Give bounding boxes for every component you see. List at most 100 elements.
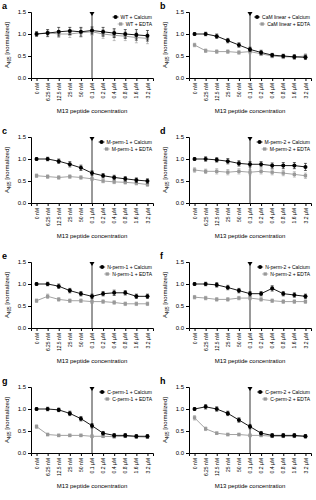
data-point xyxy=(35,32,39,36)
data-point xyxy=(112,31,116,35)
x-tick: 0 nM xyxy=(192,203,198,219)
y-tick-mark xyxy=(28,453,31,454)
data-point xyxy=(237,43,241,47)
x-tick-mark xyxy=(37,203,38,206)
data-point xyxy=(226,159,230,163)
x-axis-title: M13 peptide concentration xyxy=(57,233,128,239)
x-tick-mark xyxy=(103,453,104,456)
marks xyxy=(35,27,150,44)
error-bar xyxy=(46,282,49,286)
series-line xyxy=(195,34,306,57)
x-tick-mark xyxy=(261,78,262,81)
x-tick: 6.25 nM xyxy=(203,453,209,476)
x-tick-mark xyxy=(125,453,126,456)
y-tick-mark xyxy=(186,137,189,138)
figure: a0.00.51.01.50 nM6.25 nM12.5 nM25 nM50 n… xyxy=(0,0,316,500)
data-point xyxy=(237,161,241,165)
x-tick-label: 0.4 µM xyxy=(269,83,275,98)
y-tick-label: 1.0 xyxy=(176,406,185,412)
y-tick-mark xyxy=(186,203,189,204)
x-tick: 0.8 µM xyxy=(122,453,128,473)
x-tick: 12.5 nM xyxy=(56,453,62,476)
x-tick-label: 1.6 µM xyxy=(291,208,297,223)
error-bar xyxy=(46,157,49,161)
x-tick-label: 0.4 µM xyxy=(111,458,117,473)
data-point xyxy=(193,407,197,411)
x-tick-label: 0 nM xyxy=(192,83,198,94)
marks xyxy=(193,405,308,439)
error-bar xyxy=(304,435,307,439)
error-bar xyxy=(57,408,60,412)
error-bar xyxy=(146,302,149,306)
data-point xyxy=(215,158,219,162)
x-tick-mark xyxy=(195,453,196,456)
y-tick-label: 0.0 xyxy=(176,200,185,206)
error-bar xyxy=(68,288,71,292)
x-tick: 50 nM xyxy=(236,203,242,222)
error-bar xyxy=(226,411,229,415)
x-tick-label: 3.2 µM xyxy=(303,83,309,98)
y-axis: 0.00.51.01.5 xyxy=(18,259,32,331)
error-bar xyxy=(215,432,218,435)
x-axis-title: M13 peptide concentration xyxy=(215,233,286,239)
data-point xyxy=(113,301,116,304)
x-tick-mark xyxy=(261,328,262,331)
x-tick-label: 1.6 µM xyxy=(133,83,139,98)
error-bar xyxy=(249,296,252,300)
data-point xyxy=(101,300,104,303)
x-tick-label: 3.2 µM xyxy=(145,83,151,98)
legend-label: M-perm-2 + Calcium xyxy=(265,139,310,145)
y-axis-line xyxy=(186,138,190,204)
x-tick-mark xyxy=(70,203,71,206)
error-bar xyxy=(226,159,229,164)
y-tick: 0.5 xyxy=(18,428,31,434)
plot: 0.00.51.01.50 nM6.25 nM12.5 nM25 nM50 nM… xyxy=(176,259,312,351)
error-bar xyxy=(204,169,207,173)
x-tick-mark xyxy=(294,203,295,206)
data-point xyxy=(270,433,274,437)
x-tick-label: 50 nM xyxy=(78,458,84,472)
x-axis-title: M13 peptide concentration xyxy=(215,108,286,114)
x-tick-mark xyxy=(305,328,306,331)
error-bar xyxy=(57,298,60,302)
data-point xyxy=(123,32,127,36)
y-tick: 1.5 xyxy=(18,384,31,390)
x-tick: 0.2 µM xyxy=(258,453,264,473)
x-tick-label: 12.5 nM xyxy=(56,333,62,351)
data-point xyxy=(292,293,296,297)
x-axis: 0 nM6.25 nM12.5 nM25 nM50 nM0.1 µM0.2 µM… xyxy=(32,203,154,226)
data-point xyxy=(57,176,60,179)
y-tick-label: 0.5 xyxy=(18,178,27,184)
y-tick: 0.0 xyxy=(176,75,189,81)
x-tick-label: 0.8 µM xyxy=(122,333,128,348)
y-tick-label: 1.0 xyxy=(18,31,27,37)
legend: C-perm-1 + CalciumC-perm-1 + EDTA xyxy=(99,389,153,402)
y-axis-title-part: [normalized] xyxy=(4,397,10,432)
x-tick-mark xyxy=(48,328,49,331)
legend-label: C-perm-2 + EDTA xyxy=(270,396,310,402)
error-bar xyxy=(226,38,229,42)
error-bar xyxy=(260,169,263,174)
x-tick: 12.5 nM xyxy=(56,203,62,226)
legend-label: C-perm-1 + EDTA xyxy=(112,396,152,402)
y-axis-title: A465 [normalized] xyxy=(162,22,170,68)
x-tick-mark xyxy=(272,203,273,206)
error-bar xyxy=(237,169,240,174)
error-bar xyxy=(57,434,60,437)
x-tick-label: 0.1 µM xyxy=(247,83,253,98)
y-tick-label: 1.5 xyxy=(176,134,185,140)
error-bar xyxy=(271,170,274,175)
error-bar xyxy=(226,298,229,302)
y-tick-mark xyxy=(28,181,31,182)
x-tick-mark xyxy=(81,203,82,206)
x-tick-label: 6.25 nM xyxy=(45,83,51,101)
data-point xyxy=(79,434,82,437)
x-tick: 50 nM xyxy=(236,78,242,97)
x-tick: 3.2 µM xyxy=(303,203,309,223)
error-bar xyxy=(102,179,105,183)
x-tick: 0.8 µM xyxy=(280,453,286,473)
x-axis: 0 nM6.25 nM12.5 nM25 nM50 nM0.1 µM0.2 µM… xyxy=(32,453,154,476)
error-bar xyxy=(282,300,285,304)
data-point xyxy=(57,30,61,34)
data-point xyxy=(237,296,240,299)
